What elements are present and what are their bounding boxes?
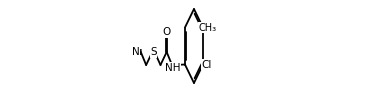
Text: CH₃: CH₃ [199, 22, 217, 33]
Text: N: N [131, 47, 139, 57]
Text: S: S [150, 47, 157, 57]
Text: O: O [163, 27, 171, 37]
Text: Cl: Cl [202, 60, 212, 70]
Text: NH: NH [165, 63, 180, 73]
